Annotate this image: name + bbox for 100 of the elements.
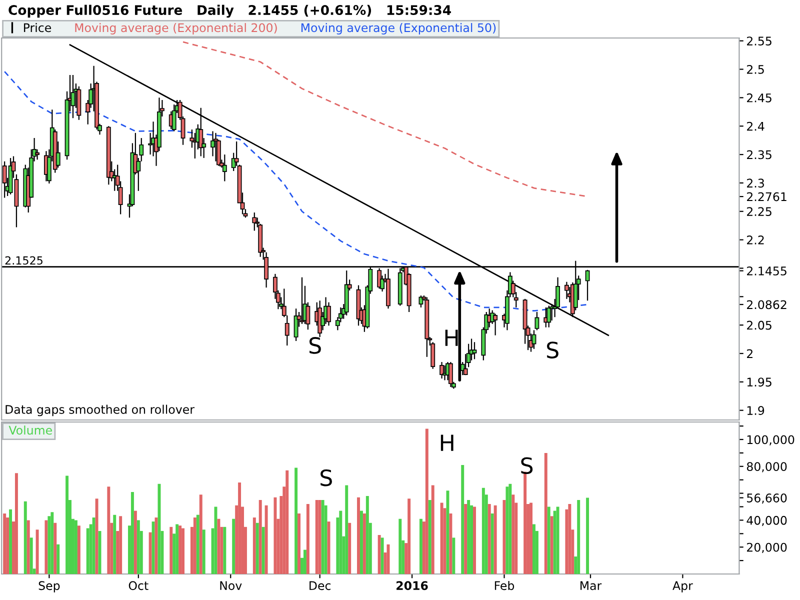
bar	[298, 513, 301, 574]
bar	[378, 534, 381, 574]
y-tick-label: 20,000	[747, 542, 787, 553]
bar	[26, 520, 30, 574]
bar	[86, 528, 90, 574]
bar	[464, 504, 468, 574]
bar	[449, 513, 452, 574]
y-tick-label: 2.3	[747, 178, 764, 188]
x-tick-label: Apr	[672, 581, 693, 592]
text: Moving average (Exponential 50)	[301, 23, 496, 34]
bar	[264, 505, 268, 574]
bar	[252, 518, 256, 574]
bar	[262, 526, 265, 574]
x-tick-label: Oct	[128, 581, 148, 590]
bar	[182, 528, 185, 574]
candlestick	[585, 269, 590, 302]
bar	[318, 500, 322, 574]
bar	[170, 526, 173, 574]
bar	[544, 452, 548, 574]
x-tick-label: Feb	[494, 580, 514, 590]
annotation: H	[440, 434, 454, 451]
ref-line-label: 2.1525	[5, 256, 42, 265]
bar	[54, 522, 57, 574]
y-tick-label: 2.55	[747, 36, 772, 46]
bar	[56, 544, 60, 574]
bar	[482, 488, 485, 574]
candlestick	[448, 361, 453, 388]
bar	[556, 506, 560, 574]
bar	[380, 538, 384, 574]
bar	[348, 522, 352, 574]
x-tick-label: Mar	[580, 581, 602, 590]
bar	[360, 510, 363, 574]
bar	[50, 512, 54, 574]
bar	[431, 485, 434, 574]
bar	[199, 494, 202, 574]
candlestick	[198, 107, 204, 157]
candlestick	[472, 342, 477, 360]
bar	[74, 520, 78, 574]
bar	[134, 510, 137, 574]
y-tick-label: 100,000	[747, 435, 794, 446]
y-tick-label: 56,660	[747, 494, 787, 504]
bar	[176, 524, 179, 574]
bar	[532, 524, 536, 574]
bar	[3, 513, 6, 574]
bar	[158, 484, 161, 574]
y-tick-label: 2.1455	[747, 266, 786, 276]
bar	[119, 516, 122, 574]
bar	[490, 513, 494, 574]
annotation: Data gaps smoothed on rollover	[6, 404, 194, 416]
bar	[294, 468, 298, 574]
bar	[553, 510, 556, 574]
bar	[24, 501, 27, 574]
bar	[366, 496, 369, 574]
bar	[321, 500, 324, 574]
bar	[95, 498, 98, 574]
text: Volume	[8, 426, 52, 435]
x-tick-label: Sep	[38, 581, 60, 592]
bar	[152, 522, 155, 574]
bar	[315, 500, 318, 574]
y-tick-label: 2	[747, 349, 752, 358]
bar	[14, 473, 18, 574]
bar	[461, 465, 464, 574]
bar	[217, 518, 220, 574]
bar	[550, 516, 554, 574]
bar	[506, 486, 509, 574]
y-tick-label: 2.2	[747, 236, 764, 244]
bar	[113, 514, 116, 574]
y-tick-label: 2.25	[747, 207, 772, 216]
bar	[286, 470, 289, 574]
candlestick	[493, 313, 498, 336]
legend-label: Price	[24, 23, 52, 32]
bar	[107, 486, 110, 574]
bar	[446, 490, 450, 574]
bar	[48, 516, 51, 574]
bar	[274, 497, 277, 574]
bar	[568, 504, 572, 574]
bar	[473, 506, 476, 574]
bar	[36, 530, 39, 574]
bar	[419, 518, 422, 574]
bar	[508, 484, 512, 574]
series-label: Moving average (Exponential 200)	[75, 23, 277, 34]
bar	[193, 518, 196, 574]
bar	[357, 497, 360, 574]
bar	[488, 504, 491, 574]
x-tick-label: Nov	[220, 581, 242, 590]
bar	[238, 482, 242, 574]
bar	[440, 502, 444, 574]
bar	[136, 520, 140, 574]
annotation: S	[547, 342, 558, 358]
y-tick-label: 2.45	[747, 93, 772, 102]
annotation: S	[320, 469, 332, 486]
bar	[178, 526, 182, 574]
bar	[586, 498, 590, 574]
bar	[148, 532, 152, 574]
y-tick-label: 2.5	[747, 64, 764, 74]
y-tick-label: 1.95	[747, 378, 772, 387]
bar	[9, 509, 12, 574]
bar	[223, 526, 226, 574]
bar	[577, 500, 580, 574]
bar	[408, 498, 411, 574]
